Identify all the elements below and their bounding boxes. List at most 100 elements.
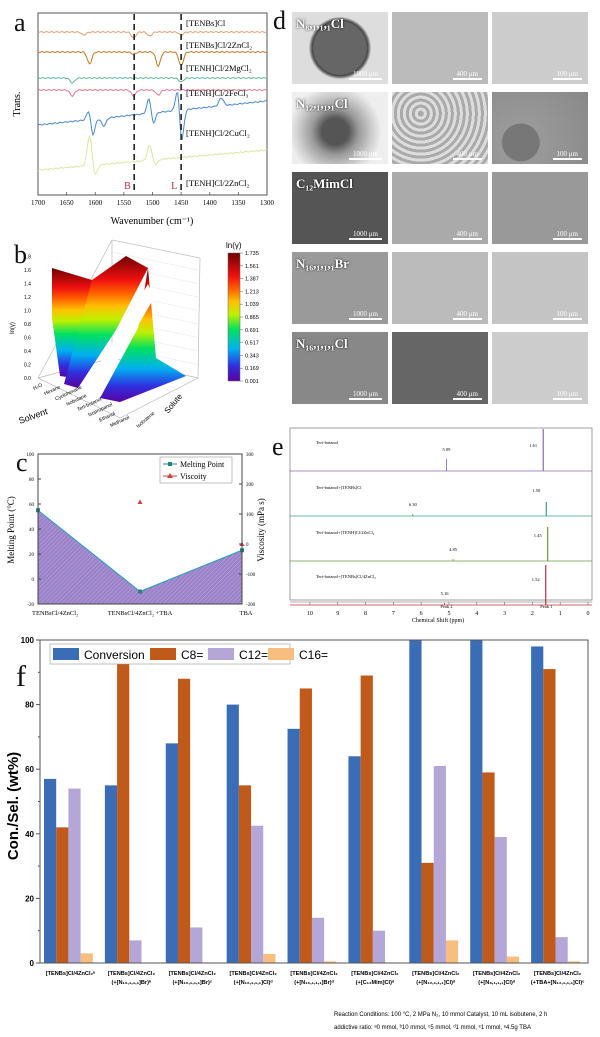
e-xtick-label: 3 [503,611,506,617]
b-xlabel: Solvent [17,406,49,426]
b-cb-tick-label: 1.213 [245,289,259,295]
b-surface-mid [64,256,148,388]
f-ytick-label: 0 [30,959,35,968]
e-xtick-label: 6 [420,611,423,617]
e-xtick-label: 8 [364,611,367,617]
plot-frame-e [289,427,593,601]
a-xtick-label: 1550 [117,199,132,207]
e-peak-2-caption: Peak 2 [440,604,452,609]
f-bar [311,917,325,963]
c-y2tick-label: -100 [246,573,256,578]
chart-f-bars: 0 20 40 60 80 100 [TENBs]Cl/4ZnCl₂ᵃ [TENBs]Cl/4… [5,636,589,1031]
scale-bar: 1000 μm [349,310,382,320]
micrograph-row-label: N₁₆,₁,₁,₁Cl [296,336,348,351]
b-cb-tick-label: 0.691 [245,328,259,334]
b-ztick-label: 1.4 [24,282,31,288]
e-peak-label: 1.50 [532,488,541,493]
b-gridline [111,251,199,271]
micrograph-image: 400 μm [392,92,488,164]
chart-e-nmr: 5.09 1.61 Tert-butanol 6.30 1.50 Tert-butanol… [289,427,593,624]
e-xtick-label: 5 [447,611,450,617]
f-bar [555,937,568,963]
micrograph-image: 100 μm [492,92,588,164]
f-bar [299,688,312,963]
f-legend-swatch [208,648,234,660]
b-ylabel: Solute [163,392,185,416]
b-ztick-label: 0.2 [24,363,31,369]
c-legend-mp: Melting Point [180,460,225,469]
scale-bar: 1000 μm [349,150,382,160]
f-bar [348,756,361,963]
panel-label-b: b [14,240,27,269]
micrograph-image: N₈,₁,₁,₁Cl 1000 μm [292,12,388,84]
b-cb-tick-label: 0.169 [245,366,259,372]
e-peak-label: 1.52 [532,577,540,582]
chart-b-surface: 0.00.20.40.60.81.01.21.41.61.8 H₂O Hexane… [10,239,259,430]
f-bar [251,825,264,963]
b-ztick-label: 1.8 [24,255,31,261]
scale-bar: 400 μm [452,230,482,240]
micrograph-row-label: N₁₂,₁,₁,₁Cl [296,96,348,111]
scale-bar: 400 μm [452,150,482,160]
b-xtick-label: H₂O [32,382,43,391]
b-ztick-label: 0.8 [24,322,31,328]
c-y2tick-label: 200 [246,483,254,488]
micrograph-image: 100 μm [492,12,588,84]
plot-frame-c [37,453,243,605]
f-bar [117,662,130,963]
scale-bar: 100 μm [552,70,582,80]
e-spectrum-name: Tert-butanol+[TENBs]Cl [316,485,362,490]
b-cb-tick-label: 1.387 [245,277,259,283]
c-y2tick-label: -200 [246,603,256,608]
f-bar [263,953,276,963]
a-series-label: [TENH]Cl/2ZnCl₂ [186,178,249,188]
y-axis-label-a: Trans. [12,92,23,117]
a-series-label: [TENH]Cl/2MgCl₂ [186,63,252,73]
f-bar [567,961,580,963]
a-marker-label: B [124,181,131,192]
f-legend-swatch [53,648,79,660]
a-xtick-label: 1400 [203,199,218,207]
b-cb-tick-label: 0.865 [245,315,259,321]
f-legend: Conversion C8= C12= C16= [49,643,328,665]
a-xtick-label: 1650 [60,199,75,207]
e-xtick-label: 0 [587,611,590,617]
c-melting-area [38,510,242,604]
f-bar [165,743,178,963]
x-axis-label-a: Wavenumber (cm⁻¹) [111,216,194,227]
b-zlabel: ln(γ) [10,322,16,334]
a-xtick-label: 1300 [260,199,275,207]
f-bar [482,772,495,963]
micrograph-image: 400 μm [392,252,488,324]
c-legend-visc: Viscoity [180,472,207,481]
f-legend-label: C8= [181,648,203,662]
a-series-label: [TENBs]Cl [186,18,226,28]
e-spectrum-name: Tert-butanol+[TENBs]Cl/4ZnCl₂ [316,574,376,579]
c-y2tick-label: 300 [246,453,254,458]
c-legend: Melting Point Viscoity [159,456,233,484]
c-y2label: Viscosity (mPa s) [256,498,266,561]
a-series-line [37,50,268,68]
f-bar [470,640,483,963]
panel-label-f: f [16,660,26,693]
scale-bar: 100 μm [552,150,582,160]
f-bar [44,778,57,963]
e-peak-label: 1.61 [529,443,537,448]
f-xtick-label: [TENBs]Cl/4ZnCl₂ [108,971,156,977]
f-legend-swatch [268,648,294,660]
e-peak-label: 6.30 [409,502,418,507]
micrograph-image: C₁₂MimCl 1000 μm [292,172,388,244]
f-bar [360,675,373,963]
b-cb-tick-label: 0.001 [245,379,259,385]
e-xtick-label: 7 [392,611,395,617]
f-bar [445,940,459,963]
e-spectrum-name: Tert-butanol+[TENH]Cl/2ZnCl₂ [316,530,375,535]
c-ytick-label: 100 [27,453,35,458]
b-cb-tick-label: 0.343 [245,353,259,359]
scale-bar: 400 μm [452,390,482,400]
e-peak-label: 1.45 [534,533,543,538]
f-bar [80,953,93,963]
e-xtick-label: 4 [475,611,478,617]
micrograph-image: 400 μm [392,172,488,244]
panel-label-e: e [272,432,284,461]
